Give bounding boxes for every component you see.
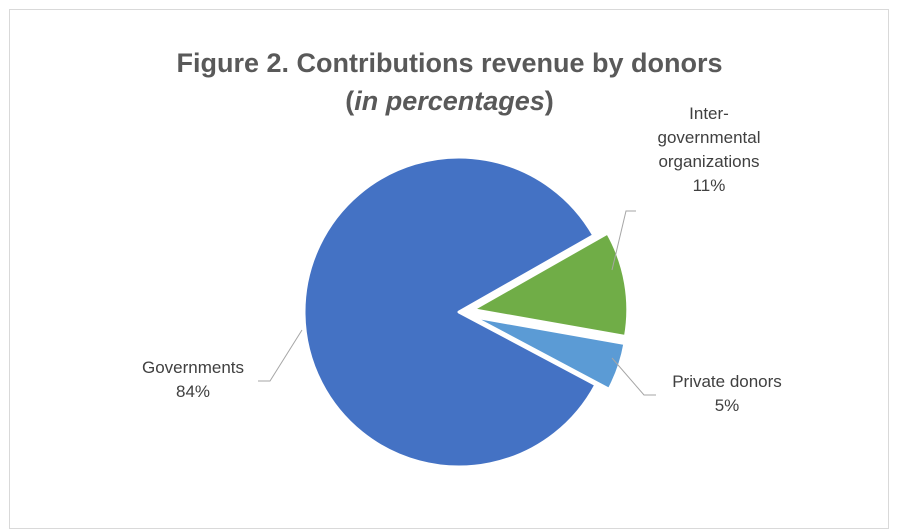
slice-value-label: 11% [693, 176, 726, 195]
slice-value-label: 84% [176, 382, 210, 401]
subtitle-italic: in percentages [354, 86, 545, 116]
slice-name-line: organizations [658, 152, 759, 171]
leader-lines [258, 210, 656, 396]
leader-line-0 [258, 329, 303, 382]
slice-label-2: Private donors 5% [672, 372, 782, 415]
slice-name-line: Inter- [689, 104, 729, 123]
chart-subtitle: (in percentages) [0, 82, 899, 120]
slice-labels: Governments 84% Inter-governmental organiza… [142, 104, 782, 415]
slice-label-1: Inter-governmental organizations 11% [657, 104, 760, 195]
leader-line-1 [611, 210, 636, 271]
subtitle-open: ( [345, 86, 355, 116]
pie-slice-1 [471, 231, 630, 339]
pie-slice-2 [470, 315, 627, 391]
slice-label-0: Governments 84% [142, 358, 244, 401]
pie-chart: Governments 84% Inter-governmental organiza… [142, 104, 782, 469]
pie-slice-0 [302, 155, 598, 469]
slice-name-line: Governments [142, 358, 244, 377]
leader-line-2 [611, 357, 656, 396]
subtitle-close: ) [544, 86, 554, 116]
slice-value-label: 5% [715, 396, 740, 415]
slice-name-line: governmental [657, 128, 760, 147]
chart-title: Figure 2. Contributions revenue by donor… [0, 44, 899, 120]
chart-title-main: Figure 2. Contributions revenue by donor… [176, 48, 723, 78]
pie-slices [302, 155, 630, 469]
slice-name-line: Private donors [672, 372, 782, 391]
